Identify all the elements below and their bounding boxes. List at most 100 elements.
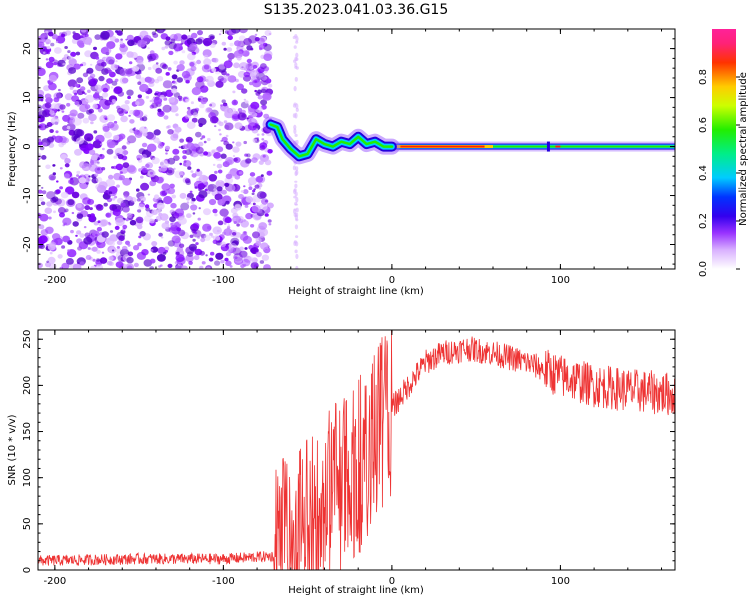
noise-blob xyxy=(114,147,125,156)
noise-blob xyxy=(88,215,96,222)
noise-blob xyxy=(202,37,213,46)
noise-blob xyxy=(45,262,51,268)
noise-blob xyxy=(138,235,142,239)
noise-blob xyxy=(39,244,45,250)
noise-streak xyxy=(295,52,299,58)
noise-blob xyxy=(167,129,174,135)
noise-blob xyxy=(169,209,176,215)
noise-blob xyxy=(127,95,131,100)
noise-blob xyxy=(167,67,172,71)
noise-blob xyxy=(223,74,231,81)
noise-blob xyxy=(182,149,187,154)
noise-blob xyxy=(201,135,206,139)
noise-blob xyxy=(252,189,256,193)
noise-blob xyxy=(151,209,158,215)
noise-blob xyxy=(98,75,105,82)
noise-blob xyxy=(55,130,59,134)
noise-blob xyxy=(220,153,227,159)
noise-blob xyxy=(230,247,237,253)
noise-blob xyxy=(229,265,233,268)
noise-blob xyxy=(157,108,162,113)
noise-blob xyxy=(98,181,108,190)
noise-blob xyxy=(65,258,74,265)
noise-blob xyxy=(232,141,235,144)
noise-streak xyxy=(295,253,299,259)
noise-blob xyxy=(82,72,89,78)
noise-blob xyxy=(66,125,71,130)
noise-blob xyxy=(243,264,247,267)
noise-blob xyxy=(181,116,190,123)
noise-blob xyxy=(256,133,260,136)
noise-blob xyxy=(115,87,120,92)
noise-blob xyxy=(179,162,182,166)
noise-blob xyxy=(126,51,134,58)
noise-blob xyxy=(48,216,52,220)
noise-blob xyxy=(158,166,161,169)
noise-blob xyxy=(236,56,242,61)
noise-blob xyxy=(257,89,262,94)
noise-blob xyxy=(162,63,167,67)
noise-blob xyxy=(167,157,176,165)
noise-blob xyxy=(129,219,137,226)
noise-blob xyxy=(221,189,227,195)
noise-blob xyxy=(213,188,217,191)
noise-blob xyxy=(254,184,260,189)
noise-blob xyxy=(159,94,165,100)
noise-blob xyxy=(254,33,258,36)
noise-blob xyxy=(262,92,272,101)
noise-blob xyxy=(186,197,191,201)
noise-blob xyxy=(134,109,144,118)
noise-blob xyxy=(49,110,55,116)
noise-blob xyxy=(225,134,229,138)
noise-blob xyxy=(197,217,201,221)
noise-blob xyxy=(193,255,200,261)
noise-blob xyxy=(149,266,154,269)
noise-blob xyxy=(173,155,180,162)
noise-streak xyxy=(295,207,299,213)
noise-blob xyxy=(92,104,99,110)
noise-blob xyxy=(64,163,70,168)
noise-blob xyxy=(79,63,84,67)
noise-blob xyxy=(190,170,194,173)
noise-blob xyxy=(260,174,264,177)
noise-streak xyxy=(293,128,297,135)
noise-blob xyxy=(115,261,124,268)
noise-blob xyxy=(46,45,51,50)
noise-blob xyxy=(207,137,211,142)
noise-blob xyxy=(79,233,85,238)
noise-blob xyxy=(45,226,54,234)
noise-blob xyxy=(101,231,109,238)
noise-blob xyxy=(137,81,142,85)
noise-blob xyxy=(106,78,113,84)
noise-blob xyxy=(48,56,55,63)
noise-blob xyxy=(238,35,246,42)
noise-blob xyxy=(106,114,116,122)
noise-blob xyxy=(239,250,248,258)
noise-blob xyxy=(175,251,180,255)
noise-blob xyxy=(45,164,51,170)
noise-blob xyxy=(113,135,120,141)
noise-blob xyxy=(79,161,88,169)
noise-blob xyxy=(64,93,73,101)
noise-blob xyxy=(165,36,171,41)
noise-blob xyxy=(199,265,204,269)
noise-blob xyxy=(198,174,208,183)
noise-blob xyxy=(208,174,218,182)
noise-blob xyxy=(267,219,272,223)
colorbar-label: Normalized spectral amplitude xyxy=(738,72,749,226)
noise-blob xyxy=(176,227,182,232)
noise-blob xyxy=(113,172,122,181)
noise-blob xyxy=(224,182,230,187)
top-xlabel: Height of straight line (km) xyxy=(288,286,424,297)
noise-streak xyxy=(294,183,298,189)
noise-blob xyxy=(226,159,233,165)
noise-blob xyxy=(250,47,254,51)
noise-blob xyxy=(94,166,104,174)
noise-blob xyxy=(86,109,93,115)
noise-blob xyxy=(74,83,80,88)
noise-blob xyxy=(96,258,101,262)
noise-blob xyxy=(114,38,120,43)
noise-blob xyxy=(198,123,203,128)
noise-blob xyxy=(251,157,258,164)
